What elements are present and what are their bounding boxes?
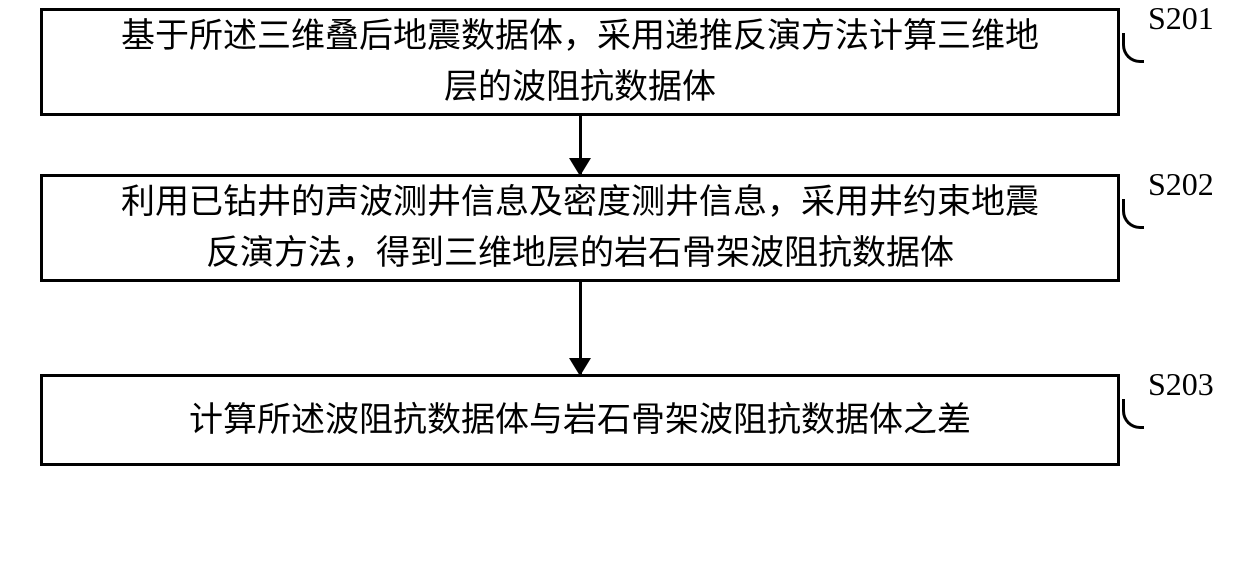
step-row-3: 计算所述波阻抗数据体与岩石骨架波阻抗数据体之差 S203 xyxy=(40,374,1200,466)
step-row-1: 基于所述三维叠后地震数据体，采用递推反演方法计算三维地层的波阻抗数据体 S201 xyxy=(40,8,1200,116)
step-box-2: 利用已钻井的声波测井信息及密度测井信息，采用井约束地震反演方法，得到三维地层的岩… xyxy=(40,174,1120,282)
step-text-1: 基于所述三维叠后地震数据体，采用递推反演方法计算三维地层的波阻抗数据体 xyxy=(121,11,1039,113)
label-curve-1 xyxy=(1122,33,1144,63)
arrow-2 xyxy=(579,282,582,374)
arrow-1 xyxy=(579,116,582,174)
step-label-1: S201 xyxy=(1148,0,1214,37)
flowchart-container: 基于所述三维叠后地震数据体，采用递推反演方法计算三维地层的波阻抗数据体 S201… xyxy=(40,8,1200,466)
step-text-2: 利用已钻井的声波测井信息及密度测井信息，采用井约束地震反演方法，得到三维地层的岩… xyxy=(121,177,1039,279)
label-curve-3 xyxy=(1122,399,1144,429)
arrow-container-1 xyxy=(40,116,1120,174)
step-label-3: S203 xyxy=(1148,366,1214,403)
step-box-3: 计算所述波阻抗数据体与岩石骨架波阻抗数据体之差 xyxy=(40,374,1120,466)
step-text-3: 计算所述波阻抗数据体与岩石骨架波阻抗数据体之差 xyxy=(189,395,971,446)
step-box-1: 基于所述三维叠后地震数据体，采用递推反演方法计算三维地层的波阻抗数据体 xyxy=(40,8,1120,116)
arrow-container-2 xyxy=(40,282,1120,374)
step-row-2: 利用已钻井的声波测井信息及密度测井信息，采用井约束地震反演方法，得到三维地层的岩… xyxy=(40,174,1200,282)
label-curve-2 xyxy=(1122,199,1144,229)
step-label-2: S202 xyxy=(1148,166,1214,203)
